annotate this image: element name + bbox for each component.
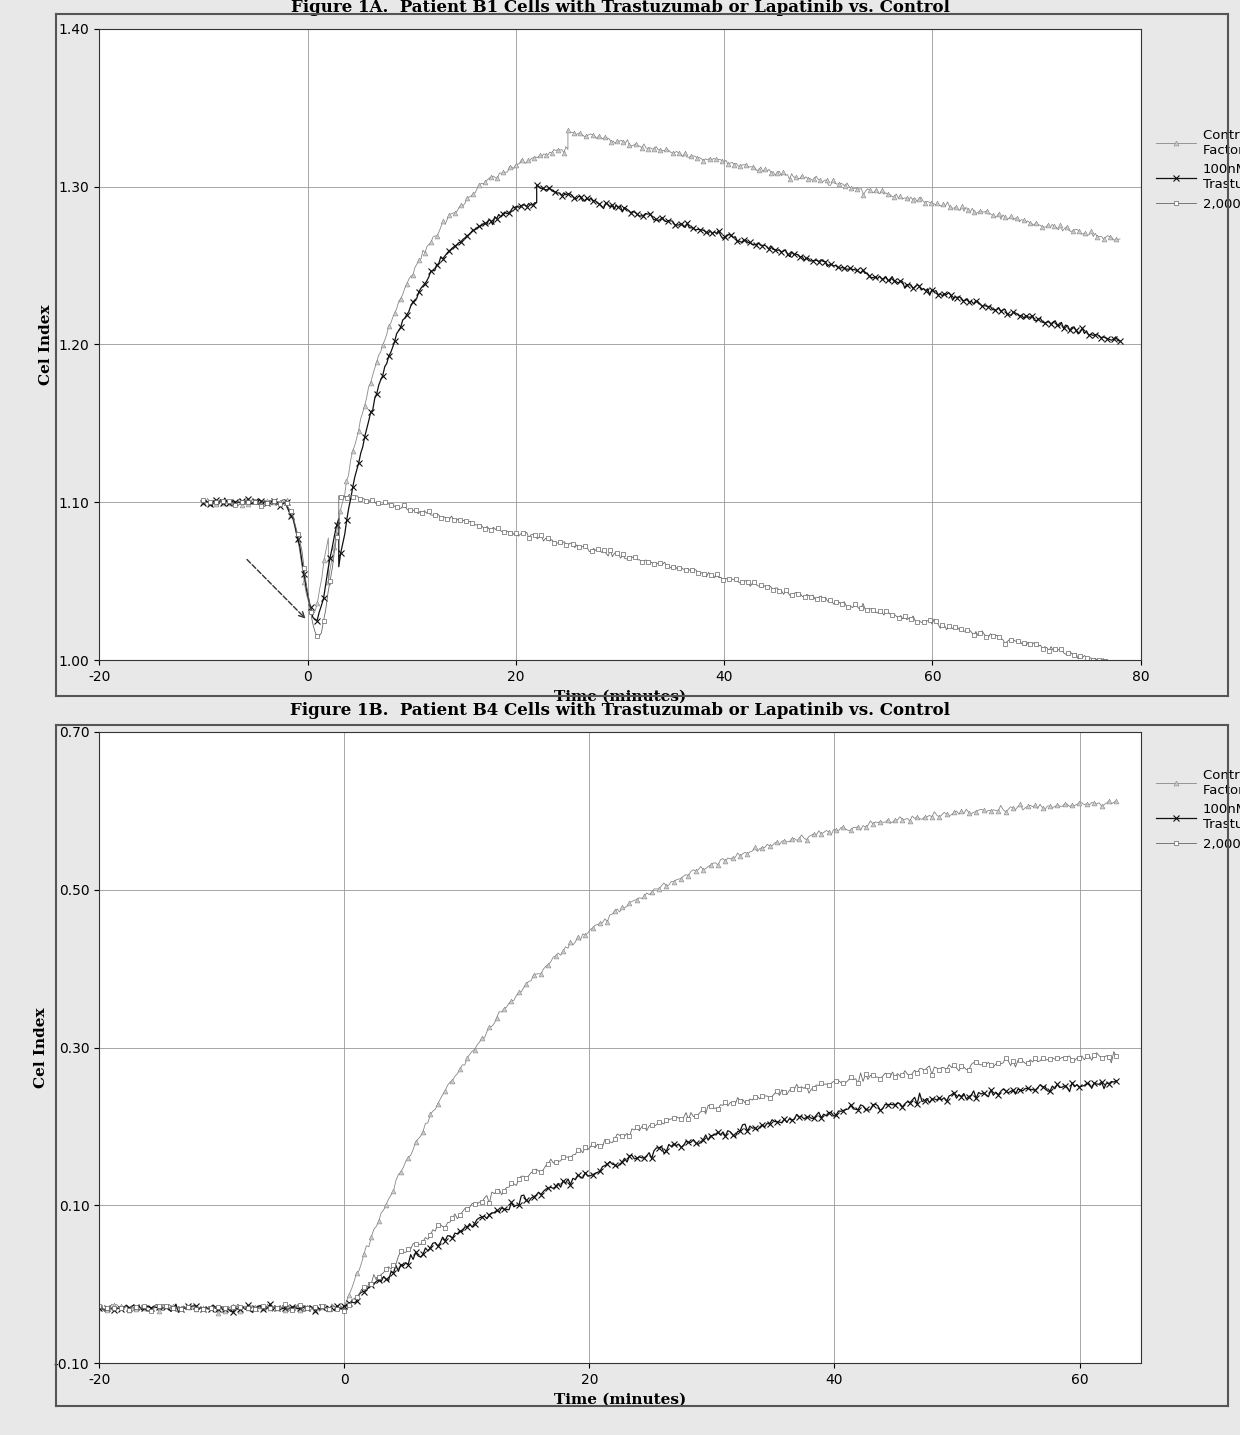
Control (Growth
Factor, no drug) <box>1096 796 1111 814</box>
100nM
Trastuzumab <box>281 502 296 519</box>
Control (Growth
Factor, no drug) <box>1102 228 1117 245</box>
Control (Growth
Factor, no drug) <box>1070 795 1085 812</box>
2,000nM Lapatinib <box>1096 1049 1111 1066</box>
2,000nM Lapatinib <box>340 1302 355 1319</box>
100nM
Trastuzumab <box>405 1251 420 1269</box>
2,000nM Lapatinib <box>1070 1049 1085 1066</box>
100nM
Trastuzumab <box>196 494 211 511</box>
Control (Growth
Factor, no drug) <box>445 1072 460 1089</box>
Line: 100nM
Trastuzumab: 100nM Trastuzumab <box>201 182 1122 624</box>
Line: Control (Growth
Factor, no drug): Control (Growth Factor, no drug) <box>201 128 1122 617</box>
100nM
Trastuzumab <box>914 281 929 298</box>
Legend: Control (Growth
Factor, no drug), 100nM
Trastuzumab, 2,000nM Lapatinib: Control (Growth Factor, no drug), 100nM … <box>1151 123 1240 217</box>
100nM
Trastuzumab <box>340 1297 355 1314</box>
2,000nM Lapatinib <box>92 1297 107 1314</box>
2,000nM Lapatinib <box>1050 641 1065 659</box>
2,000nM Lapatinib <box>1106 1043 1121 1060</box>
Line: Control (Growth
Factor, no drug): Control (Growth Factor, no drug) <box>97 798 1118 1316</box>
Control (Growth
Factor, no drug) <box>560 121 575 138</box>
Legend: Control (Growth
Factor, no drug), 100nM
Trastuzumab, 2,000nM Lapatinib: Control (Growth Factor, no drug), 100nM … <box>1151 763 1240 857</box>
100nM
Trastuzumab <box>611 199 626 217</box>
100nM
Trastuzumab <box>310 613 325 630</box>
100nM
Trastuzumab <box>642 205 657 222</box>
Y-axis label: Cel Index: Cel Index <box>35 1007 48 1088</box>
Control (Growth
Factor, no drug) <box>1078 224 1092 241</box>
X-axis label: Time (minutes): Time (minutes) <box>554 689 686 703</box>
100nM
Trastuzumab <box>445 1230 460 1247</box>
Title: Figure 1B.  Patient B4 Cells with Trastuzumab or Lapatinib vs. Control: Figure 1B. Patient B4 Cells with Trastuz… <box>290 702 950 719</box>
100nM
Trastuzumab <box>780 245 795 263</box>
Control (Growth
Factor, no drug) <box>340 1292 355 1309</box>
100nM
Trastuzumab <box>92 1299 107 1316</box>
100nM
Trastuzumab <box>1070 1076 1085 1093</box>
Title: Figure 1A.  Patient B1 Cells with Trastuzumab or Lapatinib vs. Control: Figure 1A. Patient B1 Cells with Trastuz… <box>290 0 950 16</box>
Control (Growth
Factor, no drug) <box>211 1304 226 1322</box>
2,000nM Lapatinib <box>196 491 211 508</box>
2,000nM Lapatinib <box>1112 656 1127 673</box>
X-axis label: Time (minutes): Time (minutes) <box>554 1392 686 1406</box>
100nM
Trastuzumab <box>1109 1072 1123 1089</box>
100nM
Trastuzumab <box>529 177 544 194</box>
Y-axis label: Cel Index: Cel Index <box>38 304 53 385</box>
2,000nM Lapatinib <box>445 1210 460 1227</box>
2,000nM Lapatinib <box>1002 631 1017 649</box>
Control (Growth
Factor, no drug) <box>196 494 211 511</box>
Control (Growth
Factor, no drug) <box>862 181 877 198</box>
Control (Growth
Factor, no drug) <box>405 1141 420 1158</box>
2,000nM Lapatinib <box>521 1167 536 1184</box>
Control (Growth
Factor, no drug) <box>92 1299 107 1316</box>
100nM
Trastuzumab <box>1096 1081 1111 1098</box>
2,000nM Lapatinib <box>331 521 346 538</box>
Control (Growth
Factor, no drug) <box>1112 231 1127 248</box>
2,000nM Lapatinib <box>285 509 300 527</box>
100nM
Trastuzumab <box>1112 333 1127 350</box>
Line: 100nM
Trastuzumab: 100nM Trastuzumab <box>97 1078 1118 1316</box>
100nM
Trastuzumab <box>521 1192 536 1210</box>
100nM
Trastuzumab <box>246 1304 260 1322</box>
2,000nM Lapatinib <box>1109 1048 1123 1065</box>
Control (Growth
Factor, no drug) <box>521 973 536 990</box>
Line: 2,000nM Lapatinib: 2,000nM Lapatinib <box>201 492 1122 666</box>
Control (Growth
Factor, no drug) <box>353 410 368 428</box>
2,000nM Lapatinib <box>303 1303 317 1320</box>
2,000nM Lapatinib <box>521 530 536 547</box>
Control (Growth
Factor, no drug) <box>1109 792 1123 809</box>
Control (Growth
Factor, no drug) <box>714 152 729 169</box>
2,000nM Lapatinib <box>515 524 529 541</box>
Control (Growth
Factor, no drug) <box>301 594 316 611</box>
100nM
Trastuzumab <box>459 228 474 245</box>
Control (Growth
Factor, no drug) <box>305 606 320 623</box>
2,000nM Lapatinib <box>405 1236 420 1253</box>
Line: 2,000nM Lapatinib: 2,000nM Lapatinib <box>97 1049 1118 1313</box>
2,000nM Lapatinib <box>342 485 357 502</box>
